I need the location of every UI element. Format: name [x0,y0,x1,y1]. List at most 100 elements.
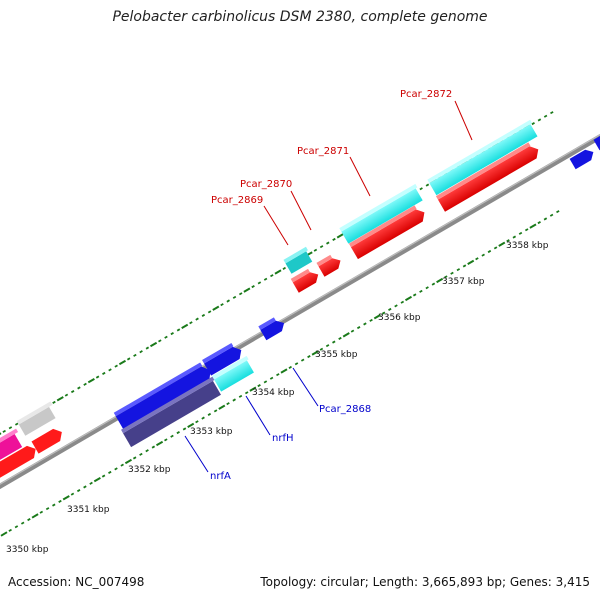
tick-mark [118,359,126,366]
tick-mark [2,429,6,433]
tick-mark [195,317,199,321]
tick-mark [0,531,8,537]
label-Pcar_2872[interactable]: Pcar_2872 [400,89,473,141]
tick-mark [537,118,542,122]
svg-text:Pcar_2870: Pcar_2870 [240,179,292,190]
tick-mark [481,253,485,257]
label-nrfA[interactable]: nrfA [184,435,231,482]
tick-mark [369,318,373,322]
tick-mark [456,268,461,272]
tick-mark [158,339,162,343]
tick-mark [274,269,282,275]
tick-mark [124,458,132,465]
tick-mark [120,463,124,467]
tick-mark [170,434,174,438]
gene-blue-right[interactable] [569,147,597,170]
tick-mark [550,111,554,115]
tick-mark [56,396,64,402]
tick-mark [238,394,243,398]
tick-mark [52,503,56,507]
gene-magenta[interactable] [0,428,26,473]
gene-nrfH[interactable] [212,355,256,392]
tick-mark [108,470,112,474]
gene-Pcar_2871-cyan[interactable] [339,183,424,244]
tick-mark [350,329,355,333]
tick-mark [425,286,429,290]
tick-mark [89,481,93,485]
tick-mark [52,400,56,404]
tick-mark [207,310,212,314]
label-Pcar_2871[interactable]: Pcar_2871 [297,146,371,197]
tick-mark [450,271,454,275]
label-Pcar_2868[interactable]: Pcar_2868 [292,367,371,415]
tick-mark [83,485,87,489]
tick-mark [493,246,498,250]
gene-red-left-a[interactable] [0,443,39,491]
label-Pcar_2869[interactable]: Pcar_2869 [211,195,289,246]
gene-blue-edge[interactable] [593,134,600,151]
tick-mark [218,404,226,410]
tick-mark [270,274,274,278]
svg-text:Pcar_2869: Pcar_2869 [211,195,263,206]
tick-mark [102,371,106,375]
tick-mark [506,239,510,243]
tick-mark [487,249,492,254]
tick-mark [31,513,39,519]
tick-mark [133,353,137,357]
tick-mark [201,313,206,317]
tick-mark [425,183,430,187]
tick-mark [195,420,199,424]
tick-mark [139,350,143,354]
tick-mark [62,495,70,501]
gene-nrfA[interactable] [121,376,223,448]
tick-mark [269,376,274,380]
tick-mark [251,285,255,289]
tick-mark [280,368,288,374]
label-nrfH[interactable]: nrfH [245,395,294,444]
gene-Pcar_2869[interactable] [290,266,322,293]
gene-red-left-b[interactable] [31,426,66,454]
tick-mark [150,341,158,348]
tick-mark [207,412,212,416]
tick-mark [276,373,280,377]
tick-mark [87,378,95,384]
tick-mark [307,355,311,359]
gene-teal-small[interactable] [283,246,314,274]
tick-mark [531,122,535,126]
gene-Pcar_2871-red[interactable] [348,203,428,260]
tick-mark [319,347,324,351]
tick-mark [14,525,19,529]
gene-Pcar_2870[interactable] [316,252,343,277]
tick-mark [431,282,436,286]
kbp-label: 3353 kbp [190,427,233,437]
tick-mark [0,432,2,435]
tick-mark [263,380,268,384]
gene-blue-medium[interactable] [202,340,245,376]
tick-mark [151,445,156,449]
tick-mark [444,275,448,279]
gene-Pcar_2872-cyan[interactable] [427,119,539,196]
tick-mark [356,326,361,330]
tick-mark [338,336,342,340]
label-Pcar_2870[interactable]: Pcar_2870 [240,179,312,231]
svg-text:Pcar_2872: Pcar_2872 [400,89,452,100]
tick-mark [232,295,237,299]
tick-mark [300,358,305,362]
tick-mark [45,507,50,511]
tick-mark [288,365,292,369]
tick-mark [257,281,262,285]
tick-mark [39,510,44,514]
tick-mark [404,295,413,302]
tick-mark [282,266,286,270]
tick-mark [436,277,444,284]
gene-Pcar_2868[interactable] [258,314,287,341]
gene-blue-large[interactable] [113,360,215,431]
map-title: Pelobacter carbinolicus DSM 2380, comple… [112,9,488,25]
tick-mark [64,393,69,397]
svg-text:nrfA: nrfA [210,471,231,482]
tick-mark [114,467,118,471]
tick-mark [549,213,554,217]
gene-grey[interactable] [16,401,59,436]
gene-Pcar_2872-red[interactable] [435,140,542,212]
